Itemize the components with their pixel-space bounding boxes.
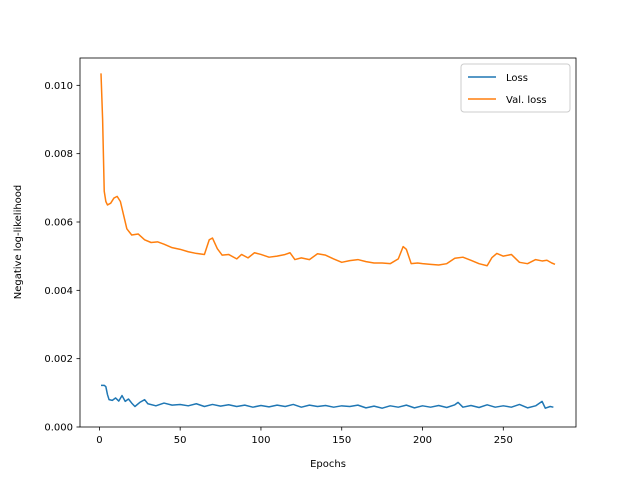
y-tick-label: 0.006 — [44, 218, 73, 229]
x-axis-label: Epochs — [310, 459, 346, 470]
axes-frame — [79, 57, 577, 428]
x-tick-label: 150 — [332, 435, 351, 446]
plot-area — [100, 73, 556, 409]
legend-box — [460, 63, 571, 113]
x-tick-label: 100 — [251, 435, 270, 446]
series-line-1 — [100, 73, 556, 267]
legend: Loss Val. loss — [460, 63, 571, 113]
y-tick-label: 0.010 — [44, 81, 73, 92]
x-axis-ticks: 0 50 100 150 200 250 — [96, 427, 513, 446]
y-tick-label: 0.008 — [44, 149, 73, 160]
y-axis-label: Negative log-likelihood — [13, 185, 24, 300]
y-tick-label: 0.000 — [44, 423, 73, 434]
x-tick-label: 250 — [494, 435, 513, 446]
legend-label-1: Val. loss — [506, 95, 547, 106]
x-tick-label: 200 — [413, 435, 432, 446]
legend-label-0: Loss — [506, 73, 528, 84]
series-line-0 — [101, 384, 554, 409]
y-tick-label: 0.002 — [44, 354, 73, 365]
y-tick-label: 0.004 — [44, 286, 73, 297]
y-axis-ticks: 0.000 0.002 0.004 0.006 0.008 0.010 — [44, 81, 80, 434]
x-tick-label: 0 — [96, 435, 102, 446]
x-tick-label: 50 — [174, 435, 187, 446]
